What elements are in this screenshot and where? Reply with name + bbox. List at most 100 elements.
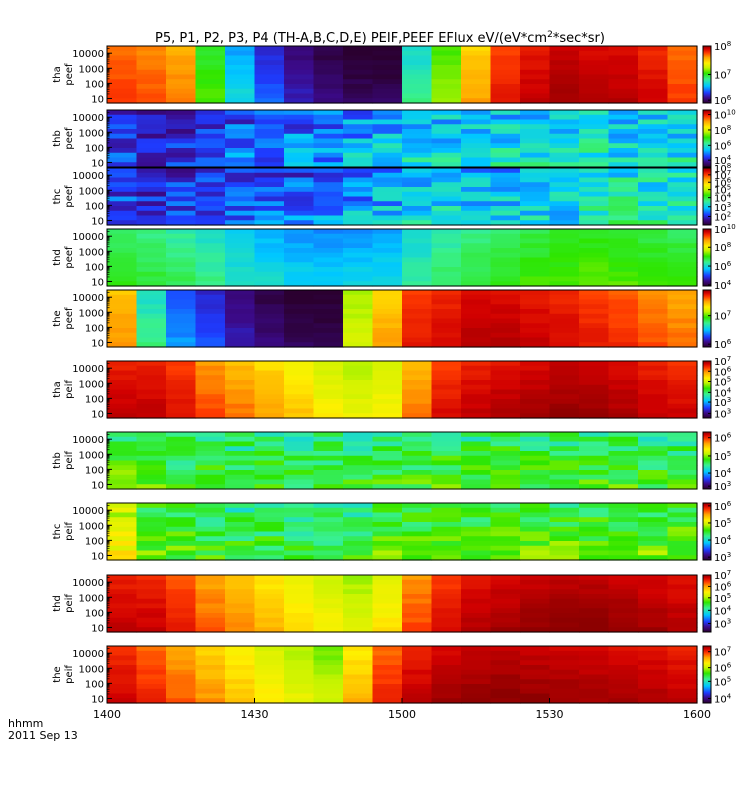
heatmap-cell [579,517,610,523]
heatmap-cell [667,182,698,188]
heatmap-cell [195,69,226,76]
heatmap-cell [667,215,698,221]
heatmap-cell [284,229,315,235]
heatmap-cell [225,93,256,99]
heatmap-cell [313,380,344,386]
heatmap-cell [520,299,551,305]
heatmap-cell [667,522,698,528]
heatmap-cell [284,114,315,121]
heatmap-cell [608,413,639,419]
heatmap-cell [107,79,138,85]
heatmap-cell [549,403,580,410]
heatmap-cell [667,143,698,149]
heatmap-cell [225,257,256,263]
heatmap-cell [520,79,551,85]
heatmap-cell [284,545,315,552]
heatmap-cell [195,608,226,614]
heatmap-cell [667,248,698,254]
heatmap-cell [254,441,285,447]
colorbar-label: 106 [714,662,732,675]
heatmap-cell [225,665,256,671]
heatmap-cell [490,50,521,57]
heatmap-cell [402,446,433,452]
heatmap-cell [638,328,669,334]
heatmap-cell [254,622,285,628]
heatmap-cell [343,589,374,595]
heatmap-cell [166,517,197,523]
heatmap-cell [431,479,462,485]
heatmap-cell [461,646,492,652]
heatmap-cell [520,172,551,179]
heatmap-cell [225,290,256,296]
heatmap-cell [638,613,669,619]
heatmap-cell [579,688,610,695]
heatmap-cell [608,84,639,90]
heatmap-cell [372,69,403,76]
heatmap-cell [667,114,698,121]
heatmap-cell [431,512,462,518]
heatmap-cell [313,168,344,174]
heatmap-cell [667,206,698,212]
heatmap-cell [667,157,698,163]
heatmap-cell [549,79,580,85]
heatmap-cell [520,655,551,661]
heatmap-cell [372,617,403,624]
heatmap-cell [667,74,698,80]
heatmap-cell [520,98,551,104]
probe-label: thc [52,189,63,205]
heatmap-cell [520,129,551,135]
heatmap-cell [343,215,374,221]
heatmap-cell [431,129,462,135]
heatmap-cell [343,65,374,71]
heatmap-cell [402,110,433,116]
heatmap-cell [490,394,521,400]
heatmap-cell [107,299,138,305]
heatmap-cell [579,342,610,348]
heatmap-cell [490,114,521,121]
heatmap-cell [284,441,315,447]
heatmap-cell [195,674,226,680]
heatmap-cell [520,361,551,367]
heatmap-cell [284,507,315,514]
heatmap-cell [461,579,492,586]
heatmap-cell [254,598,285,605]
heatmap-cell [608,408,639,414]
heatmap-cell [638,536,669,542]
heatmap-cell [667,69,698,76]
heatmap-cell [313,579,344,586]
heatmap-cell [490,669,521,676]
heatmap-cell [372,575,403,581]
heatmap-cell [402,474,433,481]
heatmap-cell [136,617,167,624]
heatmap-cell [402,380,433,386]
heatmap-cell [667,384,698,391]
heatmap-cell [667,627,698,633]
heatmap-cell [638,432,669,438]
heatmap-cell [372,162,403,168]
heatmap-cell [667,660,698,666]
heatmap-cell [372,257,403,263]
product-label: peef [64,127,75,150]
heatmap-cell [490,484,521,490]
heatmap-cell [461,598,492,605]
heatmap-cell [461,470,492,476]
colorbar-label: 106 [714,432,732,445]
heatmap-cell [402,579,433,586]
heatmap-cell [254,210,285,217]
heatmap-cell [667,465,698,471]
heatmap-cell [579,290,610,296]
heatmap-cell [638,313,669,320]
heatmap-cell [195,65,226,71]
heatmap-cell [608,503,639,509]
heatmap-cell [136,584,167,590]
heatmap-cell [136,124,167,130]
heatmap-cell [549,46,580,52]
heatmap-cell [313,215,344,221]
heatmap-cell [431,584,462,590]
heatmap-cell [461,441,492,447]
heatmap-cell [254,332,285,339]
heatmap-cell [343,575,374,581]
heatmap-cell [195,309,226,315]
heatmap-cell [402,584,433,590]
heatmap-cell [667,684,698,690]
